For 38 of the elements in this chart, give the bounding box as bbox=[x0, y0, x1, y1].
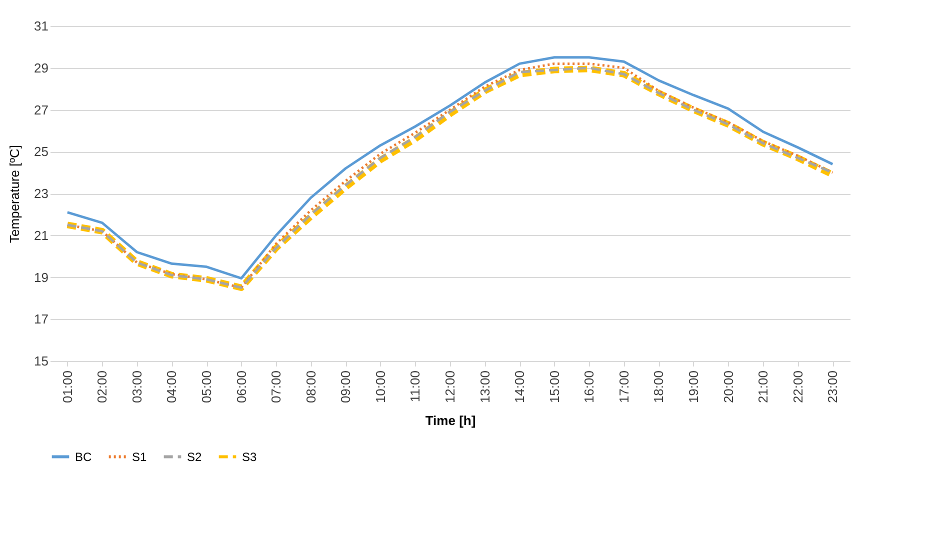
y-tick-label: 29 bbox=[34, 60, 48, 76]
y-tick-label: 21 bbox=[34, 228, 48, 243]
x-tick-label: 20:00 bbox=[720, 370, 736, 404]
legend-label: S3 bbox=[242, 450, 258, 464]
y-tick-label: 17 bbox=[34, 312, 48, 327]
x-tick-label: 09:00 bbox=[338, 370, 354, 404]
legend-label: BC bbox=[75, 450, 92, 464]
y-tick-label: 23 bbox=[34, 186, 48, 201]
y-tick-label: 31 bbox=[34, 18, 48, 34]
x-tick-label: 21:00 bbox=[756, 370, 771, 404]
y-tick-label: 15 bbox=[34, 354, 48, 368]
x-tick-label: 15:00 bbox=[546, 370, 562, 404]
x-tick-label: 12:00 bbox=[442, 370, 458, 404]
y-tick-label: 19 bbox=[34, 270, 48, 285]
y-tick-label: 25 bbox=[34, 144, 48, 160]
x-tick-label: 04:00 bbox=[164, 370, 180, 404]
x-tick-label: 08:00 bbox=[303, 370, 318, 404]
x-tick-label: 05:00 bbox=[199, 370, 214, 404]
x-tick-label: 18:00 bbox=[651, 370, 666, 404]
x-tick-label: 06:00 bbox=[234, 370, 249, 404]
x-axis-title: Time [h] bbox=[425, 413, 476, 428]
y-tick-label: 27 bbox=[34, 102, 48, 118]
x-tick-label: 19:00 bbox=[686, 370, 701, 404]
x-tick-label: 13:00 bbox=[477, 370, 492, 404]
legend-label: S1 bbox=[132, 450, 148, 464]
x-tick-label: 14:00 bbox=[512, 370, 528, 404]
x-tick-label: 11:00 bbox=[408, 370, 423, 402]
x-tick-label: 01:00 bbox=[60, 370, 75, 404]
x-tick-label: 16:00 bbox=[582, 370, 597, 404]
x-tick-label: 10:00 bbox=[372, 370, 388, 404]
x-tick-label: 03:00 bbox=[129, 370, 144, 404]
legend-label: S2 bbox=[187, 450, 202, 464]
x-tick-label: 23:00 bbox=[825, 370, 840, 404]
x-tick-label: 17:00 bbox=[616, 370, 632, 404]
x-tick-label: 22:00 bbox=[790, 370, 806, 404]
x-tick-label: 07:00 bbox=[268, 370, 284, 404]
y-axis-title: Temperature [ºC] bbox=[7, 145, 22, 243]
x-tick-label: 02:00 bbox=[94, 370, 110, 404]
